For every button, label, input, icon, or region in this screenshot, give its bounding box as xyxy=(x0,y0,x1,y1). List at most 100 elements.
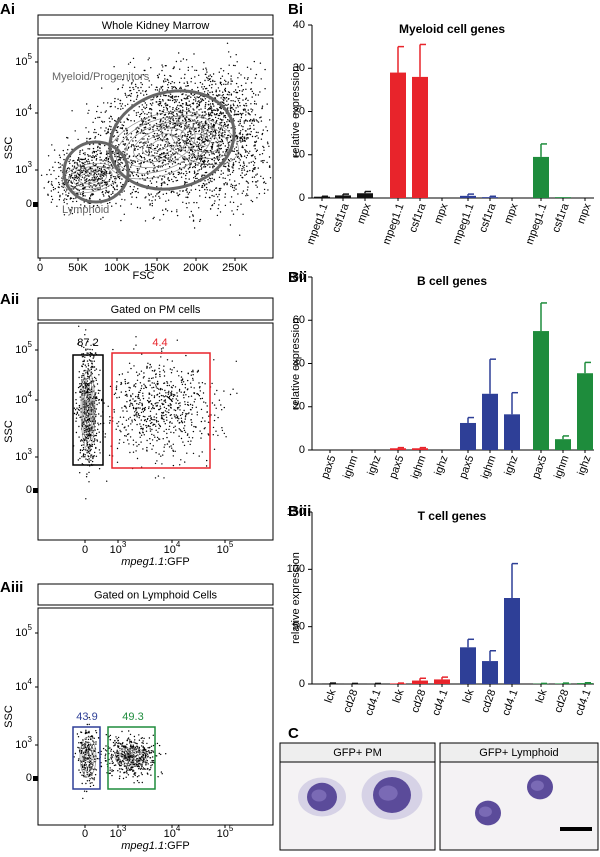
event-dot xyxy=(96,397,97,398)
event-dot xyxy=(78,414,79,415)
event-dot xyxy=(82,177,83,178)
event-dot xyxy=(67,149,68,150)
event-dot xyxy=(198,97,199,98)
event-dot xyxy=(223,143,224,144)
event-dot xyxy=(183,397,184,398)
event-dot xyxy=(135,450,136,451)
event-dot xyxy=(61,186,62,187)
event-dot xyxy=(195,178,196,179)
event-dot xyxy=(133,348,134,349)
event-dot xyxy=(210,108,211,109)
event-dot xyxy=(130,400,131,401)
event-dot xyxy=(122,87,123,88)
event-dot xyxy=(203,155,204,156)
event-dot xyxy=(58,182,59,183)
event-dot xyxy=(118,88,119,89)
event-dot xyxy=(163,421,164,422)
event-dot xyxy=(81,379,82,380)
event-dot xyxy=(233,190,234,191)
event-dot xyxy=(146,90,147,91)
event-dot xyxy=(85,767,86,768)
event-dot xyxy=(88,744,89,745)
event-dot xyxy=(205,108,206,109)
event-dot xyxy=(126,149,127,150)
event-dot xyxy=(47,194,48,195)
event-dot xyxy=(134,120,135,121)
event-dot xyxy=(145,220,146,221)
event-dot xyxy=(188,124,189,125)
event-dot xyxy=(182,202,183,203)
event-dot xyxy=(240,154,241,155)
event-dot xyxy=(196,103,197,104)
event-dot xyxy=(152,405,153,406)
event-dot xyxy=(71,110,72,111)
event-dot xyxy=(116,130,117,131)
event-dot xyxy=(225,151,226,152)
event-dot xyxy=(129,742,130,743)
event-dot xyxy=(199,149,200,150)
event-dot xyxy=(172,181,173,182)
event-dot xyxy=(146,94,147,95)
event-dot xyxy=(137,95,138,96)
event-dot xyxy=(248,133,249,134)
event-dot xyxy=(246,166,247,167)
event-dot xyxy=(138,395,139,396)
event-dot xyxy=(164,78,165,79)
event-dot xyxy=(199,221,200,222)
event-dot xyxy=(114,189,115,190)
event-dot xyxy=(144,420,145,421)
event-dot xyxy=(90,783,91,784)
event-dot xyxy=(184,401,185,402)
event-dot xyxy=(193,109,194,110)
event-dot xyxy=(186,102,187,103)
event-dot xyxy=(217,145,218,146)
event-dot xyxy=(133,110,134,111)
tick-exp: 4 xyxy=(28,103,33,112)
event-dot xyxy=(263,178,264,179)
event-dot xyxy=(179,402,180,403)
event-dot xyxy=(247,120,248,121)
event-dot xyxy=(63,187,64,188)
event-dot xyxy=(99,199,100,200)
event-dot xyxy=(168,126,169,127)
event-dot xyxy=(84,182,85,183)
event-dot xyxy=(148,380,149,381)
event-dot xyxy=(232,185,233,186)
event-dot xyxy=(106,185,107,186)
event-dot xyxy=(81,750,82,751)
event-dot xyxy=(155,477,156,478)
event-dot xyxy=(113,66,114,67)
event-dot xyxy=(155,139,156,140)
event-dot xyxy=(148,147,149,148)
event-dot xyxy=(254,145,255,146)
event-dot xyxy=(166,411,167,412)
event-dot xyxy=(184,74,185,75)
event-dot xyxy=(62,164,63,165)
event-dot xyxy=(206,183,207,184)
event-dot xyxy=(207,405,208,406)
event-dot xyxy=(95,743,96,744)
event-dot xyxy=(206,129,207,130)
event-dot xyxy=(156,405,157,406)
event-dot xyxy=(171,192,172,193)
event-dot xyxy=(113,176,114,177)
event-dot xyxy=(95,132,96,133)
event-dot xyxy=(201,187,202,188)
event-dot xyxy=(182,107,183,108)
event-dot xyxy=(52,199,53,200)
event-dot xyxy=(201,121,202,122)
event-dot xyxy=(119,776,120,777)
event-dot xyxy=(209,135,210,136)
event-dot xyxy=(88,758,89,759)
event-dot xyxy=(142,782,143,783)
event-dot xyxy=(108,406,109,407)
event-dot xyxy=(149,380,150,381)
event-dot xyxy=(209,197,210,198)
event-dot xyxy=(72,160,73,161)
event-dot xyxy=(138,192,139,193)
event-dot xyxy=(243,190,244,191)
event-dot xyxy=(151,752,152,753)
event-dot xyxy=(137,780,138,781)
event-dot xyxy=(166,429,167,430)
event-dot xyxy=(185,171,186,172)
